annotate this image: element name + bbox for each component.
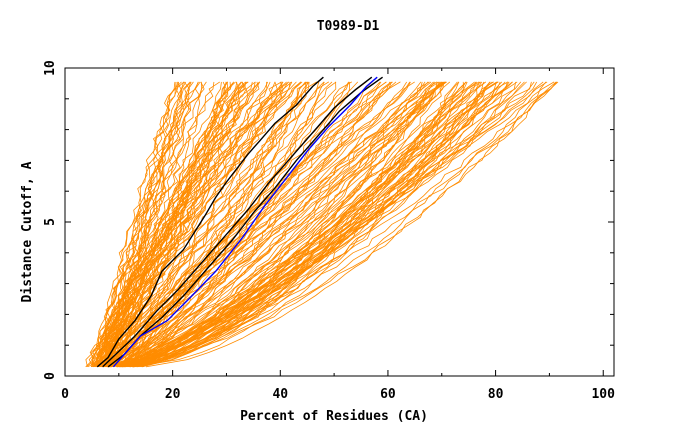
x-tick-label: 60 [380, 387, 396, 402]
model-curve [141, 81, 557, 368]
model-curve [107, 81, 538, 368]
model-curve [96, 81, 177, 367]
model-curve [130, 81, 320, 367]
model-curve [88, 81, 192, 367]
x-tick-label: 20 [165, 387, 181, 402]
model-curve [117, 81, 525, 368]
model-curve [106, 81, 205, 367]
model-curve [105, 81, 222, 367]
x-axis: 0 20 40 60 80 100 [61, 68, 615, 402]
model-curves [85, 81, 559, 368]
model-curve [98, 81, 246, 367]
model-curve [97, 81, 179, 367]
x-tick-label: 40 [272, 387, 288, 402]
model-curve [116, 81, 446, 368]
y-tick-label: 0 [43, 372, 58, 380]
model-curve [127, 81, 548, 368]
model-curve [123, 81, 444, 368]
model-curve [102, 81, 260, 367]
model-curve [102, 81, 292, 368]
model-curve [136, 81, 475, 368]
model-curve [123, 81, 447, 368]
model-curve [106, 81, 458, 368]
highlighted-model-curve [96, 76, 324, 368]
model-curve [121, 81, 547, 368]
model-curve [127, 81, 391, 368]
model-curve [124, 81, 325, 368]
highlighted-curves [96, 76, 384, 368]
x-tick-label: 80 [488, 387, 504, 402]
model-curve [94, 81, 337, 368]
model-curve [132, 81, 510, 368]
model-curve [124, 81, 503, 368]
model-curve [100, 81, 486, 368]
model-curve [122, 81, 438, 368]
model-curve [128, 81, 499, 368]
model-curve [124, 81, 350, 367]
model-curve [95, 81, 248, 367]
model-curve [103, 81, 438, 368]
model-curve [108, 81, 558, 368]
model-curve [128, 81, 434, 368]
model-curve [133, 81, 532, 368]
model-curve [145, 81, 559, 368]
model-curve [129, 81, 513, 368]
model-curve [109, 81, 235, 367]
model-curve [100, 81, 422, 368]
model-curve [129, 81, 465, 368]
selected-model-curve [112, 76, 378, 368]
highlighted-model-curve [102, 76, 373, 368]
model-curve [133, 81, 484, 368]
model-curve [103, 81, 227, 368]
model-curve [130, 81, 480, 368]
model-curve [133, 81, 517, 368]
model-curve [108, 81, 246, 368]
x-tick-label: 100 [591, 387, 615, 402]
model-curve [137, 81, 467, 368]
highlighted-model-curve [107, 76, 384, 368]
model-curve [100, 81, 290, 368]
model-curve [98, 81, 245, 368]
model-curve [105, 81, 291, 368]
y-tick-label: 5 [43, 218, 58, 226]
model-curve [106, 81, 382, 368]
y-axis: 0 5 10 [43, 60, 614, 380]
model-curve [126, 81, 309, 368]
model-curve [108, 81, 447, 368]
model-curve [107, 81, 269, 368]
model-curve [105, 81, 309, 368]
x-axis-label: Percent of Residues (CA) [240, 409, 428, 424]
model-curve [123, 81, 557, 368]
model-curve [99, 81, 408, 368]
chart-title: T0989-D1 [317, 19, 380, 34]
y-axis-label: Distance Cutoff, A [20, 161, 35, 302]
y-tick-label: 10 [43, 60, 58, 76]
x-tick-label: 0 [61, 387, 69, 402]
model-curve [117, 81, 426, 368]
model-curve [106, 81, 185, 367]
